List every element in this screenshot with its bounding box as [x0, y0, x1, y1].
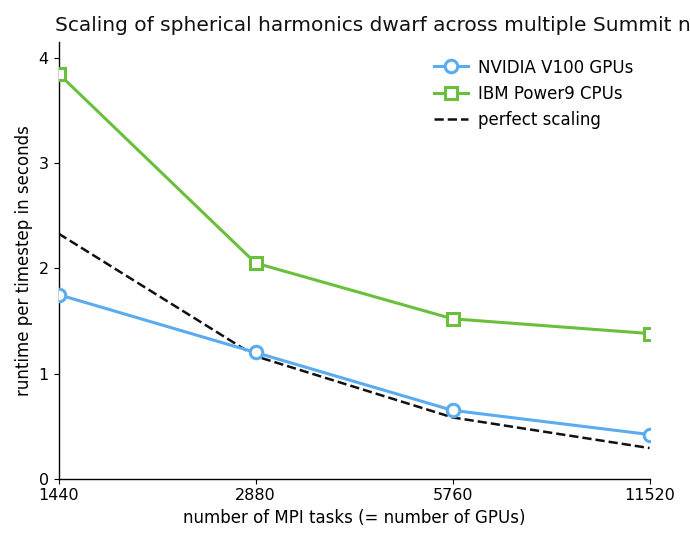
Y-axis label: runtime per timestep in seconds: runtime per timestep in seconds	[15, 125, 33, 396]
perfect scaling	[448, 414, 457, 421]
Line: perfect scaling: perfect scaling	[59, 234, 649, 448]
IBM Power9 CPUs	[448, 315, 457, 322]
Line: NVIDIA V100 GPUs: NVIDIA V100 GPUs	[52, 288, 656, 441]
perfect scaling	[645, 445, 653, 451]
IBM Power9 CPUs	[251, 260, 259, 266]
Text: Scaling of spherical harmonics dwarf across multiple Summit nodes: Scaling of spherical harmonics dwarf acr…	[55, 16, 690, 35]
perfect scaling	[251, 353, 259, 359]
X-axis label: number of MPI tasks (= number of GPUs): number of MPI tasks (= number of GPUs)	[183, 509, 525, 527]
perfect scaling	[55, 230, 63, 237]
NVIDIA V100 GPUs	[55, 292, 63, 298]
Legend: NVIDIA V100 GPUs, IBM Power9 CPUs, perfect scaling: NVIDIA V100 GPUs, IBM Power9 CPUs, perfe…	[426, 50, 641, 138]
NVIDIA V100 GPUs	[251, 349, 259, 356]
NVIDIA V100 GPUs	[645, 431, 653, 438]
NVIDIA V100 GPUs	[448, 407, 457, 414]
Line: IBM Power9 CPUs: IBM Power9 CPUs	[52, 67, 656, 340]
IBM Power9 CPUs	[645, 330, 653, 337]
IBM Power9 CPUs	[55, 70, 63, 77]
